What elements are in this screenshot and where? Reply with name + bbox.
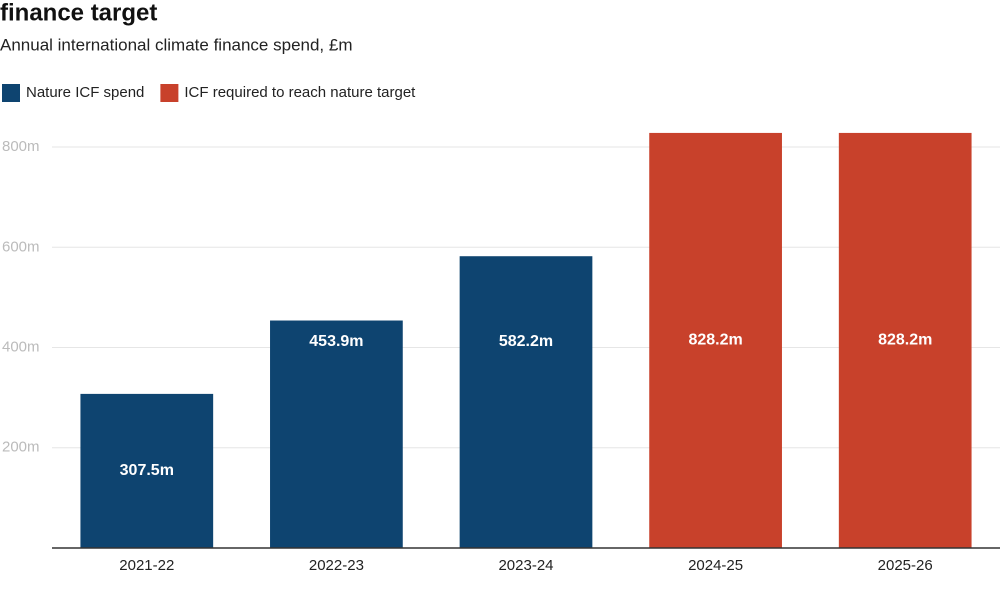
legend-label: ICF required to reach nature target bbox=[184, 84, 416, 101]
legend-swatch bbox=[160, 84, 179, 102]
x-tick-label: 2021-22 bbox=[119, 557, 174, 574]
x-tick-label: 2025-26 bbox=[878, 557, 933, 574]
bar bbox=[80, 393, 214, 548]
bar bbox=[649, 132, 782, 548]
value-label: 307.5m bbox=[120, 462, 174, 479]
y-tick-label: 200m bbox=[2, 439, 40, 456]
chart-subtitle: Annual international climate finance spe… bbox=[0, 35, 353, 54]
y-tick-label: 600m bbox=[2, 238, 40, 255]
bar bbox=[270, 320, 403, 548]
legend-label: Nature ICF spend bbox=[26, 84, 144, 101]
value-label: 828.2m bbox=[878, 332, 932, 349]
value-label: 453.9m bbox=[309, 333, 363, 350]
bar bbox=[838, 132, 972, 548]
value-label: 582.2m bbox=[499, 333, 553, 350]
bar bbox=[459, 256, 593, 548]
x-tick-label: 2024-25 bbox=[688, 557, 743, 574]
y-tick-label: 400m bbox=[2, 338, 40, 355]
legend-swatch bbox=[2, 84, 20, 102]
x-tick-label: 2022-23 bbox=[309, 557, 364, 574]
x-tick-label: 2023-24 bbox=[498, 557, 553, 574]
value-label: 828.2m bbox=[688, 332, 742, 349]
y-tick-label: 800m bbox=[2, 138, 40, 155]
chart-title: finance target bbox=[0, 0, 157, 26]
